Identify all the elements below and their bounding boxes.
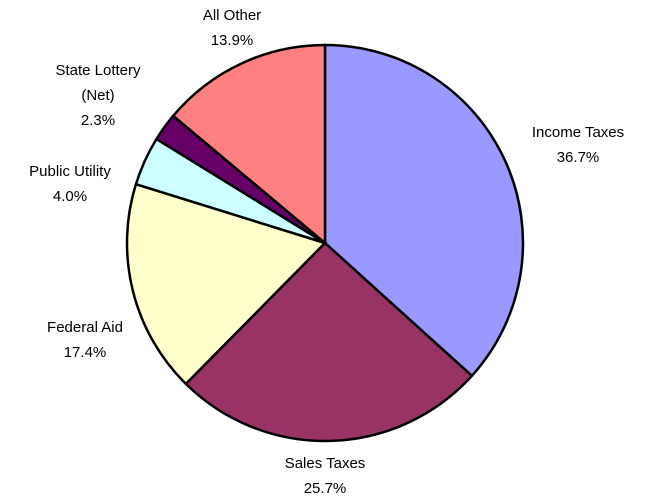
category-name: Federal Aid [47,319,123,336]
category-name: State Lottery (Net) [55,62,141,104]
slice-label: All Other 13.9% [157,3,307,53]
category-name: Sales Taxes [284,455,366,472]
pie-slice [171,43,327,246]
slice-label: Public Utility 4.0% [0,159,145,209]
value-label: 36.7% [556,149,600,166]
value-label: 25.7% [303,480,347,497]
category-name: All Other [202,7,262,24]
pie-slice [184,241,474,443]
pie-slice [323,43,525,378]
value-label: 2.3% [80,112,116,129]
value-label: 13.9% [210,32,254,49]
slice-label: Income Taxes 36.7% [503,120,653,170]
pie-slice [125,182,328,386]
category-name: Public Utility [29,163,111,180]
slice-label: Federal Aid 17.4% [10,315,160,365]
category-name: Income Taxes [531,124,625,141]
slice-label: Sales Taxes 25.7% [250,451,400,501]
value-label: 4.0% [52,188,88,205]
slice-label: State Lottery (Net) 2.3% [43,58,153,133]
value-label: 17.4% [63,344,107,361]
